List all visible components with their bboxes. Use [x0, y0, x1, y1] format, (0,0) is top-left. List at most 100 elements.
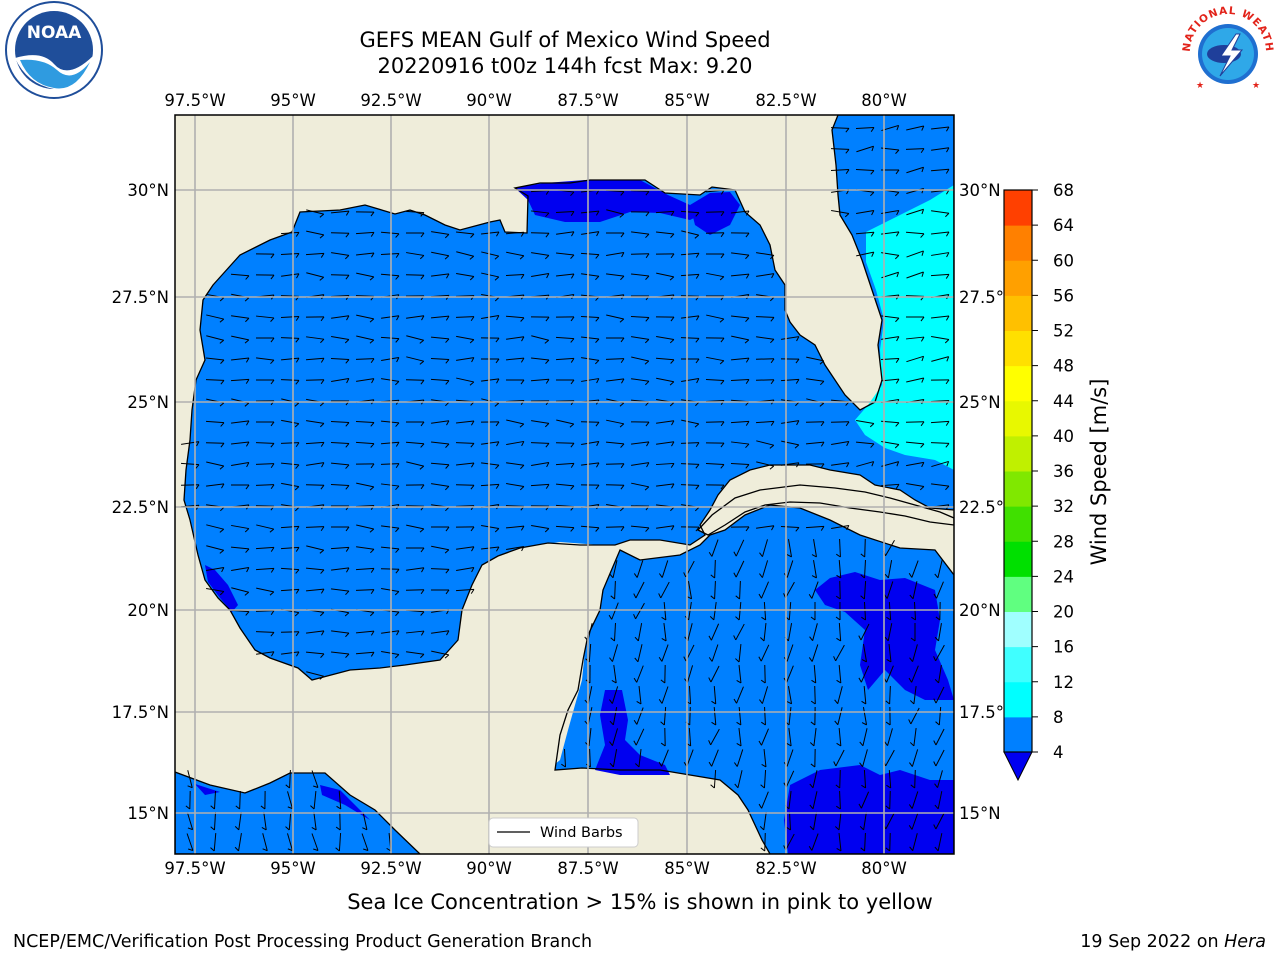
colorbar-segment	[1004, 471, 1032, 507]
wind-barb	[705, 232, 725, 238]
wind-barb	[631, 441, 650, 447]
wind-barb	[330, 462, 350, 469]
wind-barb	[230, 546, 250, 553]
colorbar-tick-label: 44	[1053, 392, 1074, 411]
wind-barb	[531, 420, 550, 428]
wind-barb	[756, 461, 775, 470]
wind-barb	[305, 252, 325, 258]
wind-barb	[856, 145, 875, 153]
wind-barb	[205, 442, 225, 448]
wind-barb	[861, 769, 867, 789]
wind-barb	[710, 559, 716, 579]
wind-barb	[605, 463, 625, 469]
wind-barb	[658, 581, 670, 599]
wind-barb	[406, 651, 425, 659]
wind-barb	[456, 251, 475, 260]
wind-barb	[330, 526, 350, 532]
wind-barb	[759, 686, 769, 704]
wind-barb	[335, 832, 342, 852]
wind-barb	[909, 728, 917, 747]
wind-barb	[235, 790, 241, 810]
wind-barb	[331, 567, 350, 573]
wind-barb	[830, 127, 850, 133]
wind-barb	[658, 686, 669, 704]
wind-barb	[506, 419, 525, 428]
wind-barb	[456, 335, 475, 344]
lon-tick-top: 97.5°W	[164, 91, 225, 110]
wind-barb	[681, 315, 700, 321]
wind-barb	[656, 420, 675, 426]
wind-barb	[781, 336, 800, 342]
lat-ticks-right: 30°N 27.5°N 25°N 22.5°N 20°N 17.5°N 15°N	[959, 181, 1016, 823]
wind-barb	[455, 526, 475, 532]
wind-barb	[305, 316, 325, 322]
wind-barb	[405, 421, 425, 427]
wind-barb	[708, 749, 719, 767]
wind-barb	[934, 623, 942, 642]
colorbar-tick-label: 68	[1053, 181, 1074, 200]
low-wind-patch-pacific-west	[195, 784, 220, 795]
wind-barb	[255, 484, 275, 490]
wind-barb	[705, 337, 725, 343]
wind-barb	[580, 252, 600, 259]
wind-barb	[555, 316, 575, 322]
colorbar-segment	[1004, 260, 1032, 296]
wind-barb	[206, 566, 225, 573]
wind-barb	[305, 651, 325, 658]
wind-barb	[255, 442, 275, 448]
wind-barb	[655, 316, 675, 322]
wind-barb	[610, 580, 616, 600]
wind-barb	[833, 749, 845, 767]
wind-barb	[760, 622, 767, 642]
wind-barb	[935, 601, 941, 621]
wind-barb	[505, 231, 525, 237]
wind-barb	[759, 539, 768, 557]
wind-barb	[456, 546, 475, 552]
wind-barb	[262, 833, 268, 852]
wind-barb	[909, 686, 917, 705]
wind-barb	[555, 525, 575, 532]
map-title-line1: GEFS MEAN Gulf of Mexico Wind Speed	[359, 28, 771, 52]
wind-barb	[355, 651, 375, 657]
wind-barb	[380, 568, 400, 574]
wind-barb	[456, 567, 475, 573]
wind-barb	[335, 811, 341, 831]
wind-barb	[205, 420, 225, 427]
wind-barbs	[180, 124, 950, 852]
wind-barb	[934, 833, 943, 852]
wind-barb	[931, 460, 950, 468]
wind-barb	[906, 461, 925, 468]
wind-barb	[656, 525, 675, 531]
wind-barb	[230, 273, 250, 280]
wind-barb	[634, 623, 643, 642]
wind-barb	[858, 665, 870, 683]
wind-barb	[680, 210, 700, 217]
low-wind-patch-pacific	[320, 785, 370, 820]
wind-barb	[836, 559, 842, 579]
lat-tick-right: 27.5°N	[959, 288, 1016, 307]
wind-barb	[255, 337, 275, 343]
wind-barb	[481, 231, 500, 237]
colorbar-tick-label: 12	[1053, 673, 1074, 692]
wind-barb	[256, 651, 275, 657]
wind-barb	[805, 421, 825, 427]
wind-barb	[506, 440, 525, 447]
wind-barb	[356, 252, 375, 258]
wind-barb	[361, 833, 369, 851]
wind-barb	[231, 315, 250, 323]
wind-barb	[255, 315, 275, 322]
wind-barb	[255, 253, 275, 259]
wind-barb	[836, 622, 842, 642]
wind-barb	[305, 484, 325, 490]
wind-barb	[306, 671, 325, 680]
wind-barb	[708, 623, 720, 641]
wind-barb	[935, 706, 942, 726]
wind-barb	[555, 252, 575, 259]
colorbar-tick-label: 52	[1053, 322, 1074, 341]
colorbar-tick-label: 16	[1053, 638, 1074, 657]
wind-barb	[631, 462, 650, 468]
wind-barb	[206, 588, 225, 596]
lon-tick-top: 85°W	[664, 91, 710, 110]
low-wind-patch-southwest-caribbean	[784, 765, 954, 854]
wind-barb	[255, 274, 275, 280]
